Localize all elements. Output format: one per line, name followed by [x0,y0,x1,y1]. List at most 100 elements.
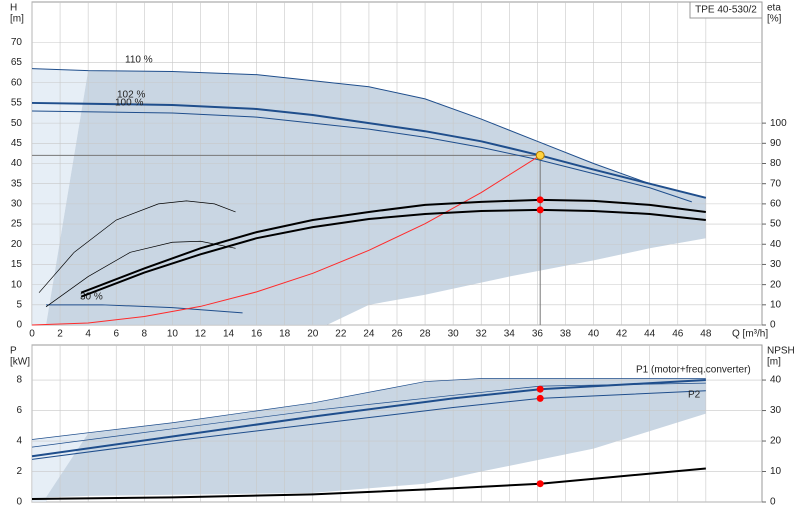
y-tick-label: 15 [11,259,23,270]
curve-label: 30 % [80,292,103,303]
y-tick-label: 0 [16,497,22,508]
y-tick-label: 50 [11,118,23,129]
y-tick-label: 45 [11,138,23,149]
y-tick-label: 6 [16,405,22,416]
curve [46,304,243,314]
curve [31,155,541,326]
x-tick-label: 28 [420,329,432,340]
x-tick-label: 32 [476,329,488,340]
x-tick-label: 22 [335,329,347,340]
y-tick-label: 65 [11,57,23,68]
x-axis-label: Q [m³/h] [732,329,768,340]
curve [31,390,706,460]
curve-label: 110 % [125,55,153,66]
y2-tick-label: 10 [770,299,782,310]
curve [31,68,706,199]
curve-label: 102 % [117,90,145,101]
y-axis-label: P [10,346,17,357]
y2-tick-label: 70 [770,178,782,189]
x-tick-label: 30 [448,329,460,340]
operating-point [535,150,545,160]
y-tick-label: 30 [11,199,23,210]
x-tick-label: 2 [57,329,63,340]
y2-tick-label: 60 [770,199,782,210]
y2-axis-label: [%] [767,14,782,25]
y2-tick-label: 20 [770,436,782,447]
y2-tick-label: 10 [770,466,782,477]
y2-axis-label: eta [767,3,781,14]
y2-axis-label: [m] [767,357,781,368]
y2-tick-label: 50 [770,219,782,230]
x-tick-label: 20 [307,329,319,340]
x-tick-label: 40 [588,329,600,340]
curve [31,101,707,199]
x-tick-label: 10 [167,329,179,340]
curve [31,378,706,440]
y-tick-label: 5 [16,299,22,310]
x-tick-label: 0 [29,329,35,340]
operating-range [46,378,706,498]
y-tick-label: 25 [11,219,23,230]
y2-tick-label: 40 [770,375,782,386]
y-tick-label: 0 [16,320,22,331]
x-tick-label: 6 [113,329,119,340]
y2-tick-label: 90 [770,138,782,149]
curve [80,198,706,294]
title-box [689,1,763,19]
curve [31,110,692,203]
y-axis-label: [m] [10,14,24,25]
curve [31,379,706,458]
curve [38,200,236,293]
y2-tick-label: 80 [770,158,782,169]
curve-label: P1 (motor+freq.converter) [636,365,751,376]
y-axis-label: H [10,3,17,14]
y2-axis-label: NPSH [767,346,795,357]
x-tick-label: 12 [195,329,207,340]
y2-tick-label: 30 [770,405,782,416]
duty-point [536,385,544,393]
duty-point [536,480,544,488]
x-tick-label: 48 [700,329,712,340]
x-tick-label: 36 [532,329,544,340]
x-tick-label: 46 [672,329,684,340]
y-tick-label: 4 [16,436,22,447]
curve-label: P2 [688,390,701,401]
x-tick-label: 24 [363,329,375,340]
x-tick-label: 42 [616,329,628,340]
y2-tick-label: 0 [770,320,776,331]
curve [31,382,706,448]
x-tick-label: 26 [391,329,403,340]
y-tick-label: 10 [11,279,23,290]
y-tick-label: 35 [11,178,23,189]
y-tick-label: 60 [11,77,23,88]
x-tick-label: 16 [251,329,263,340]
x-tick-label: 44 [644,329,656,340]
x-tick-label: 34 [504,329,516,340]
y2-tick-label: 20 [770,279,782,290]
y2-tick-label: 0 [770,497,776,508]
y2-tick-label: 100 [770,118,787,129]
curve [45,240,236,308]
duty-point [536,206,544,214]
y-tick-label: 8 [16,375,22,386]
chart-title: TPE 40-530/2 [695,5,757,16]
x-tick-label: 38 [560,329,572,340]
x-tick-label: 18 [279,329,291,340]
y-tick-label: 40 [11,158,23,169]
curve [31,467,706,500]
y2-tick-label: 30 [770,259,782,270]
curve [80,208,706,298]
y-tick-label: 55 [11,98,23,109]
x-tick-label: 8 [142,329,148,340]
y-tick-label: 20 [11,239,23,250]
duty-point [536,394,544,402]
duty-point [536,196,544,204]
y-axis-label: [kW] [10,357,30,368]
curve-label: 100 % [115,98,143,109]
x-tick-label: 14 [223,329,235,340]
x-tick-label: 4 [85,329,91,340]
y-tick-label: 2 [16,466,22,477]
y2-tick-label: 40 [770,239,782,250]
operating-range [46,70,706,325]
